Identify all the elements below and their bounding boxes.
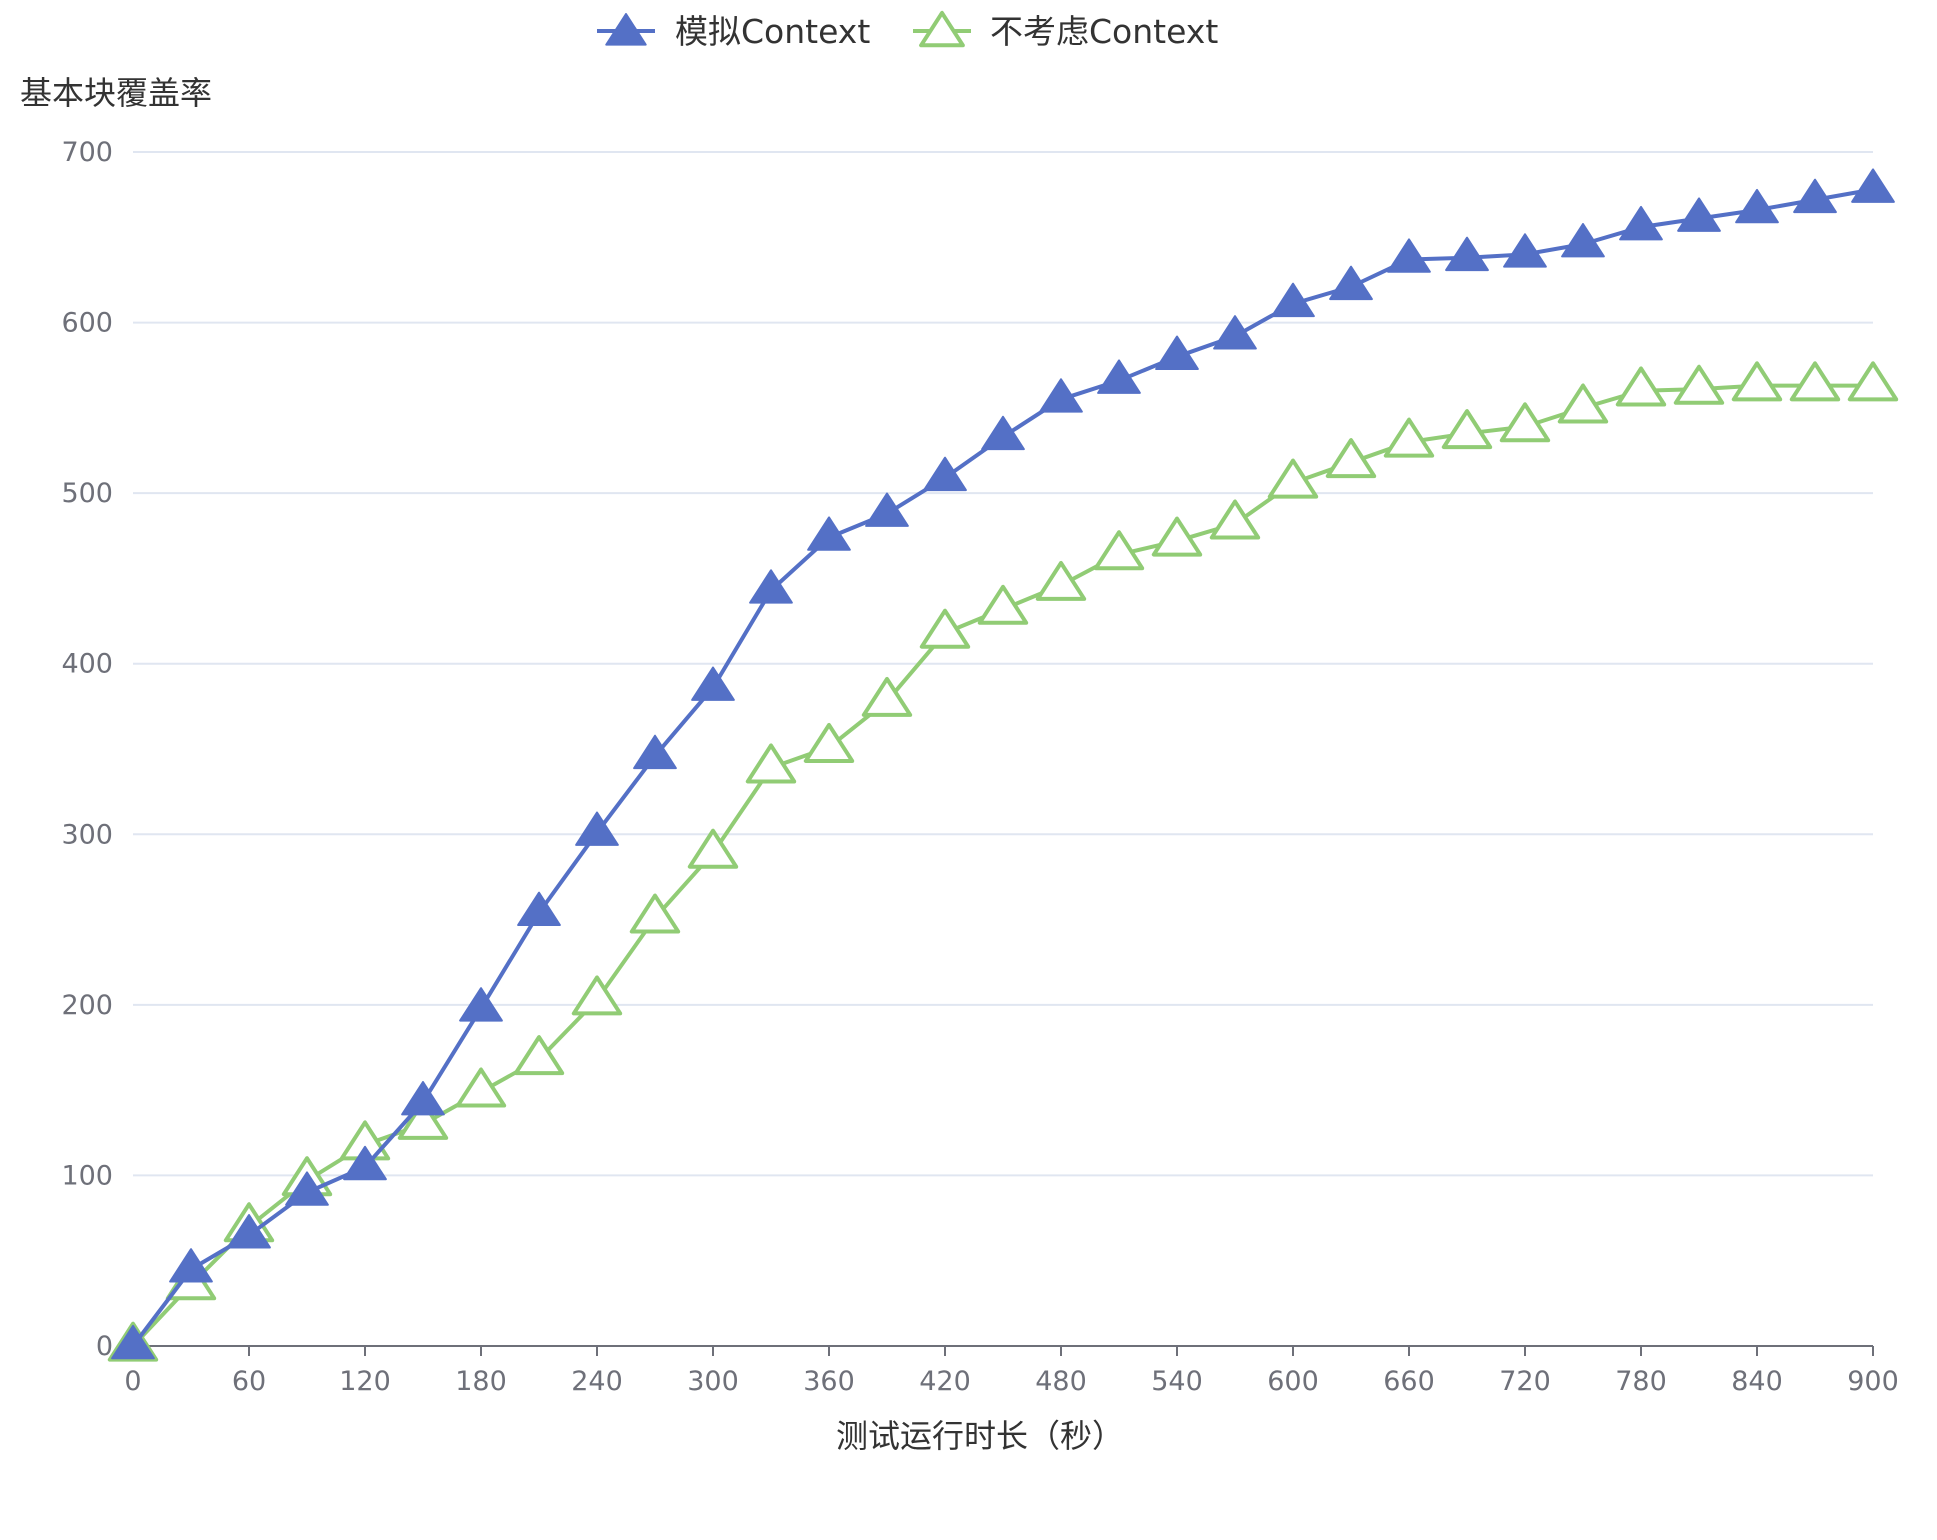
series-line — [131, 383, 1873, 1348]
data-point-marker — [1499, 402, 1551, 443]
x-tick-label: 840 — [1731, 1366, 1783, 1397]
data-point-marker — [1151, 516, 1203, 557]
x-tick-label: 360 — [803, 1366, 855, 1397]
data-point-marker — [1735, 188, 1779, 224]
x-tick-label: 300 — [687, 1366, 739, 1397]
data-point-marker — [1731, 361, 1783, 402]
x-tick-label: 660 — [1383, 1366, 1435, 1397]
x-tick-label: 420 — [919, 1366, 971, 1397]
series-group — [107, 168, 1899, 1362]
data-point-marker — [807, 516, 851, 551]
data-point-marker — [803, 722, 855, 763]
data-point-marker — [633, 734, 677, 770]
y-tick-label: 100 — [61, 1160, 113, 1191]
x-tick-label: 480 — [1035, 1366, 1087, 1397]
x-tick-label: 720 — [1499, 1366, 1551, 1397]
x-tick-label: 180 — [455, 1366, 507, 1397]
y-tick-label: 400 — [61, 649, 113, 680]
y-tick-label: 500 — [61, 478, 113, 509]
data-point-marker — [629, 893, 681, 934]
data-point-marker — [1441, 409, 1493, 450]
data-point-marker — [1851, 168, 1895, 203]
data-point-marker — [1847, 361, 1899, 402]
y-axis-title: 基本块覆盖率 — [20, 74, 212, 112]
data-point-marker — [343, 1145, 387, 1181]
data-point-marker — [1093, 530, 1145, 571]
y-tick-label: 600 — [61, 308, 113, 339]
series-0 — [111, 168, 1895, 1360]
data-point-marker — [1329, 265, 1373, 301]
data-point-marker — [401, 1080, 445, 1116]
data-point-marker — [227, 1214, 271, 1249]
data-point-marker — [865, 492, 909, 527]
data-point-marker — [285, 1171, 329, 1206]
x-tick-label: 120 — [339, 1366, 391, 1397]
data-point-marker — [1789, 361, 1841, 402]
data-point-marker — [111, 1324, 155, 1360]
data-point-marker — [169, 1248, 213, 1283]
data-point-marker — [1445, 236, 1489, 272]
data-point-marker — [1387, 238, 1431, 273]
data-point-marker — [691, 666, 735, 701]
data-point-marker — [977, 584, 1029, 625]
x-tick-label: 240 — [571, 1366, 623, 1397]
data-point-marker — [1673, 364, 1725, 405]
data-point-marker — [919, 608, 971, 649]
data-point-marker — [455, 1067, 507, 1108]
data-point-marker — [745, 743, 797, 784]
data-point-marker — [575, 811, 619, 846]
y-tick-label: 700 — [61, 137, 113, 168]
data-point-marker — [1677, 197, 1721, 232]
series-line — [131, 187, 1874, 1348]
data-point-marker — [1035, 560, 1087, 601]
y-tick-label: 300 — [61, 819, 113, 850]
data-point-marker — [687, 828, 739, 869]
x-axis-title: 测试运行时长（秒） — [836, 1417, 1124, 1455]
legend-item-1[interactable]: 不考虑Context — [913, 10, 1218, 51]
x-tick-label: 540 — [1151, 1366, 1203, 1397]
data-point-marker — [1267, 458, 1319, 499]
data-point-marker — [397, 1099, 449, 1140]
grid-lines — [133, 151, 1873, 1177]
x-tick-label: 780 — [1615, 1366, 1667, 1397]
legend-label: 模拟Context — [675, 12, 870, 51]
data-point-marker — [459, 987, 503, 1022]
data-point-marker — [1793, 178, 1837, 214]
data-point-marker — [1557, 383, 1609, 424]
data-point-marker — [923, 456, 967, 492]
data-point-marker — [1155, 335, 1199, 370]
data-point-marker — [1271, 282, 1315, 318]
hollow-triangle-icon — [919, 10, 965, 48]
data-point-marker — [1213, 315, 1257, 350]
data-point-marker — [1039, 378, 1083, 413]
data-point-marker — [513, 1035, 565, 1076]
data-point-marker — [1097, 359, 1141, 394]
data-point-marker — [1383, 417, 1435, 458]
data-point-marker — [1503, 233, 1547, 268]
data-point-marker — [981, 415, 1025, 451]
y-tick-label: 0 — [96, 1331, 113, 1362]
data-point-marker — [861, 676, 913, 717]
data-point-marker — [1615, 366, 1667, 407]
data-point-marker — [571, 975, 623, 1016]
legend-item-0[interactable]: 模拟Context — [597, 12, 870, 51]
x-tick-label: 0 — [124, 1366, 141, 1397]
data-point-marker — [749, 569, 793, 604]
legend-label: 不考虑Context — [990, 12, 1218, 51]
x-tick-label: 600 — [1267, 1366, 1319, 1397]
legend[interactable]: 模拟Context 不考虑Context — [597, 10, 1218, 51]
data-point-marker — [1325, 438, 1377, 479]
y-tick-label: 200 — [61, 990, 113, 1021]
x-tick-label: 60 — [232, 1366, 266, 1397]
data-point-marker — [1561, 223, 1605, 258]
series-1 — [107, 361, 1899, 1362]
filled-triangle-icon — [605, 13, 647, 46]
axes: 0 100 200 300 400 500 600 700 0 60 120 180 240 300 360… — [61, 137, 1898, 1397]
data-point-marker — [1619, 205, 1663, 241]
x-tick-label: 900 — [1847, 1366, 1899, 1397]
data-point-marker — [517, 891, 561, 927]
data-point-marker — [1209, 499, 1261, 540]
